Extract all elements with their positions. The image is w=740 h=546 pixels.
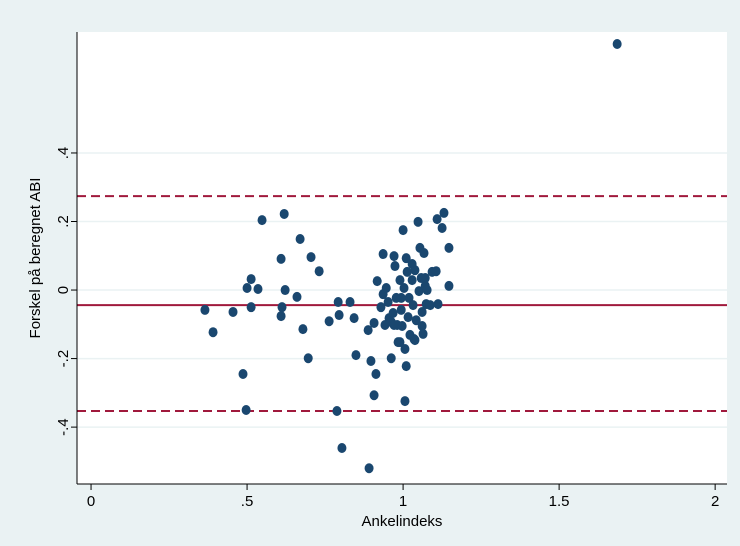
point [418, 328, 428, 339]
point [298, 324, 308, 335]
point [411, 315, 421, 326]
point [280, 285, 290, 296]
point [363, 325, 373, 336]
point [295, 233, 305, 244]
point [403, 312, 413, 323]
point [364, 463, 374, 474]
point [333, 297, 343, 308]
point [407, 275, 417, 286]
point [277, 302, 287, 313]
point [417, 321, 427, 332]
point [419, 248, 429, 259]
point [324, 316, 334, 327]
point [408, 300, 418, 311]
point [433, 299, 443, 310]
point [400, 396, 410, 407]
point [380, 319, 390, 330]
point [410, 335, 420, 346]
point [444, 280, 454, 291]
x-axis-title: Ankelindeks [362, 513, 443, 530]
point [306, 252, 316, 263]
point [279, 208, 289, 219]
point [444, 242, 454, 253]
point [332, 406, 342, 417]
y-tick-label: .2 [55, 215, 72, 228]
x-tick-label: 0 [87, 493, 95, 510]
point [396, 292, 406, 303]
point [439, 207, 449, 218]
point [381, 282, 391, 293]
point [337, 443, 347, 454]
point [425, 300, 435, 311]
point [612, 38, 622, 49]
point [208, 327, 218, 338]
point [369, 390, 379, 401]
point [402, 266, 412, 277]
point [432, 214, 442, 225]
point [388, 308, 398, 319]
point [404, 292, 414, 303]
point [238, 368, 248, 379]
point [349, 313, 359, 324]
point [253, 284, 263, 295]
point [401, 253, 411, 264]
point [369, 317, 379, 328]
y-tick-label: -.2 [55, 350, 72, 368]
point [431, 266, 441, 277]
point [395, 337, 405, 348]
point [437, 223, 447, 234]
point [399, 282, 409, 293]
point [200, 304, 210, 315]
point [396, 304, 406, 315]
point [386, 353, 396, 364]
point [378, 249, 388, 260]
y-tick-label: .4 [55, 147, 72, 160]
point [303, 353, 313, 364]
point [413, 216, 423, 227]
point [371, 368, 381, 379]
point [276, 311, 286, 322]
point [334, 310, 344, 321]
y-axis-title: Forskel på beregnet ABI [27, 178, 44, 339]
point [400, 343, 410, 354]
point [376, 302, 386, 313]
point [422, 285, 432, 296]
point [389, 319, 399, 330]
point [398, 225, 408, 236]
point [417, 306, 427, 317]
point [395, 275, 405, 286]
point [416, 273, 426, 284]
x-tick-label: 1.5 [549, 493, 570, 510]
point [292, 291, 302, 302]
point [345, 297, 355, 308]
point [410, 265, 420, 276]
point [414, 286, 424, 297]
x-tick-label: .5 [241, 493, 254, 510]
point [351, 350, 361, 361]
point [246, 302, 256, 313]
point [372, 276, 382, 287]
point [241, 404, 251, 415]
point [401, 361, 411, 372]
y-tick-label: 0 [55, 286, 72, 294]
x-tick-label: 1 [399, 493, 407, 510]
point [390, 261, 400, 272]
point [228, 306, 238, 317]
point [246, 274, 256, 285]
y-tick-label: -.4 [55, 418, 72, 436]
point [366, 355, 376, 366]
point [389, 251, 399, 262]
point [276, 253, 286, 264]
point [383, 297, 393, 308]
x-tick-label: 2 [711, 493, 719, 510]
point [257, 215, 267, 226]
point [314, 266, 324, 277]
point [242, 282, 252, 293]
